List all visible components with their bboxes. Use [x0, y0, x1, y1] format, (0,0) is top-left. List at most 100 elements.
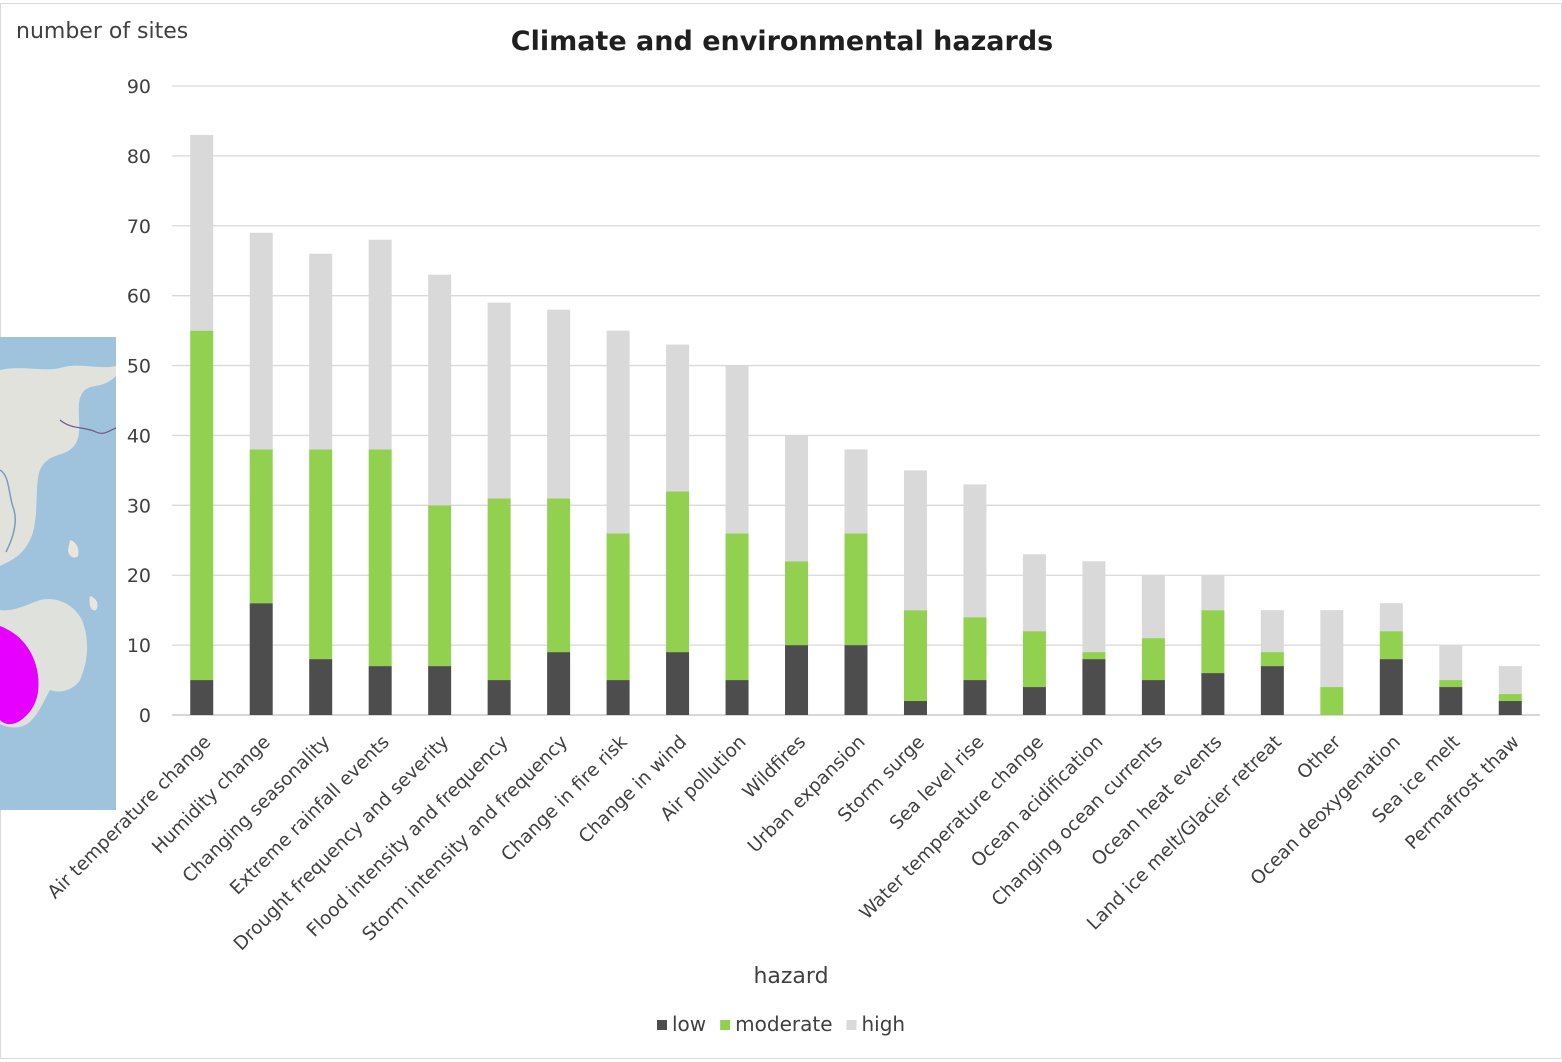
bar-moderate-5: [487, 498, 511, 681]
bar-low-20: [1379, 659, 1403, 715]
bar-low-10: [785, 645, 809, 715]
bar-low-1: [249, 603, 273, 715]
bar-high-15: [1082, 561, 1106, 653]
bar-high-8: [666, 344, 690, 492]
bar-high-7: [606, 330, 630, 534]
bar-low-8: [666, 652, 690, 715]
legend-label-low: low: [672, 1012, 706, 1036]
bar-high-12: [903, 470, 927, 611]
bar-high-2: [309, 253, 333, 450]
y-tick-label-70: 70: [127, 216, 151, 238]
bar-low-14: [1022, 687, 1046, 715]
bar-high-3: [368, 239, 392, 450]
y-tick-label-60: 60: [127, 286, 151, 308]
bar-moderate-1: [249, 449, 273, 604]
bar-moderate-10: [785, 561, 809, 646]
bar-low-2: [309, 659, 333, 715]
bar-moderate-8: [666, 491, 690, 653]
inset-map-island-2: [89, 596, 98, 611]
bar-moderate-14: [1022, 631, 1046, 688]
bar-high-14: [1022, 554, 1046, 632]
bar-low-11: [844, 645, 868, 715]
bar-high-6: [547, 309, 571, 499]
y-axis-ticks: 0 10 20 30 40 50 60 70 80 90: [127, 76, 151, 727]
bar-moderate-0: [190, 330, 214, 681]
inset-map-highlighted-region: [0, 626, 39, 725]
y-tick-label-20: 20: [127, 565, 151, 587]
y-tick-label-10: 10: [127, 635, 151, 657]
bar-high-1: [249, 232, 273, 450]
bar-high-19: [1320, 610, 1344, 688]
bar-moderate-19: [1320, 687, 1344, 715]
bar-high-18: [1260, 610, 1284, 653]
gridlines: [172, 85, 1540, 716]
bar-moderate-21: [1439, 680, 1463, 688]
bar-high-4: [428, 274, 452, 506]
legend: low moderate high: [657, 1012, 905, 1036]
bar-low-6: [547, 652, 571, 715]
bar-moderate-15: [1082, 652, 1106, 660]
bar-moderate-2: [309, 449, 333, 660]
y-tick-label-50: 50: [127, 356, 151, 378]
bar-moderate-18: [1260, 652, 1284, 667]
bar-high-21: [1439, 645, 1463, 681]
legend-swatch-high: [846, 1020, 857, 1030]
y-tick-label-0: 0: [139, 705, 151, 727]
bar-low-7: [606, 680, 630, 715]
legend-swatch-low: [657, 1020, 667, 1030]
bar-moderate-6: [547, 498, 571, 653]
bar-low-13: [963, 680, 987, 715]
legend-swatch-moderate: [720, 1020, 731, 1030]
x-axis-title: hazard: [753, 964, 828, 989]
bar-high-17: [1201, 575, 1225, 611]
bar-moderate-17: [1201, 610, 1225, 674]
bar-low-3: [368, 666, 392, 715]
inset-map-landmass: [0, 365, 116, 566]
bar-low-21: [1439, 687, 1463, 715]
y-axis-title: number of sites: [16, 19, 188, 44]
inset-map-island: [68, 540, 79, 558]
bar-moderate-7: [606, 533, 630, 681]
bar-high-20: [1379, 603, 1403, 632]
bar-moderate-11: [844, 533, 868, 646]
bar-high-13: [963, 484, 987, 618]
y-tick-label-90: 90: [127, 76, 151, 98]
bar-low-17: [1201, 673, 1225, 715]
bar-high-22: [1498, 666, 1522, 695]
inset-map-plate-boundary: [59, 419, 117, 434]
bar-moderate-4: [428, 505, 452, 667]
bar-high-9: [725, 365, 749, 534]
bar-high-11: [844, 449, 868, 534]
y-tick-label-80: 80: [127, 146, 151, 168]
bar-low-9: [725, 680, 749, 715]
chart-title: Climate and environmental hazards: [511, 26, 1053, 57]
bar-low-15: [1082, 659, 1106, 715]
bars: [190, 134, 1522, 715]
bar-low-18: [1260, 666, 1284, 715]
bar-high-10: [785, 435, 809, 562]
inset-map-coastline: [0, 469, 17, 553]
bar-low-5: [487, 680, 511, 715]
bar-low-12: [903, 701, 927, 715]
bar-moderate-13: [963, 617, 987, 681]
bar-moderate-20: [1379, 631, 1403, 660]
y-tick-label-40: 40: [127, 425, 151, 447]
bar-moderate-9: [725, 533, 749, 681]
bar-moderate-22: [1498, 694, 1522, 702]
inset-map: [0, 337, 117, 810]
bar-moderate-12: [903, 610, 927, 702]
bar-high-0: [190, 134, 214, 331]
bar-low-22: [1498, 701, 1522, 715]
bar-high-16: [1141, 575, 1165, 639]
bar-low-4: [428, 666, 452, 715]
y-tick-label-30: 30: [127, 495, 151, 517]
bar-low-0: [190, 680, 214, 715]
bar-high-5: [487, 302, 511, 499]
legend-label-moderate: moderate: [735, 1012, 832, 1036]
legend-label-high: high: [862, 1012, 906, 1036]
bar-moderate-16: [1141, 638, 1165, 681]
bar-moderate-3: [368, 449, 392, 667]
bar-low-16: [1141, 680, 1165, 715]
